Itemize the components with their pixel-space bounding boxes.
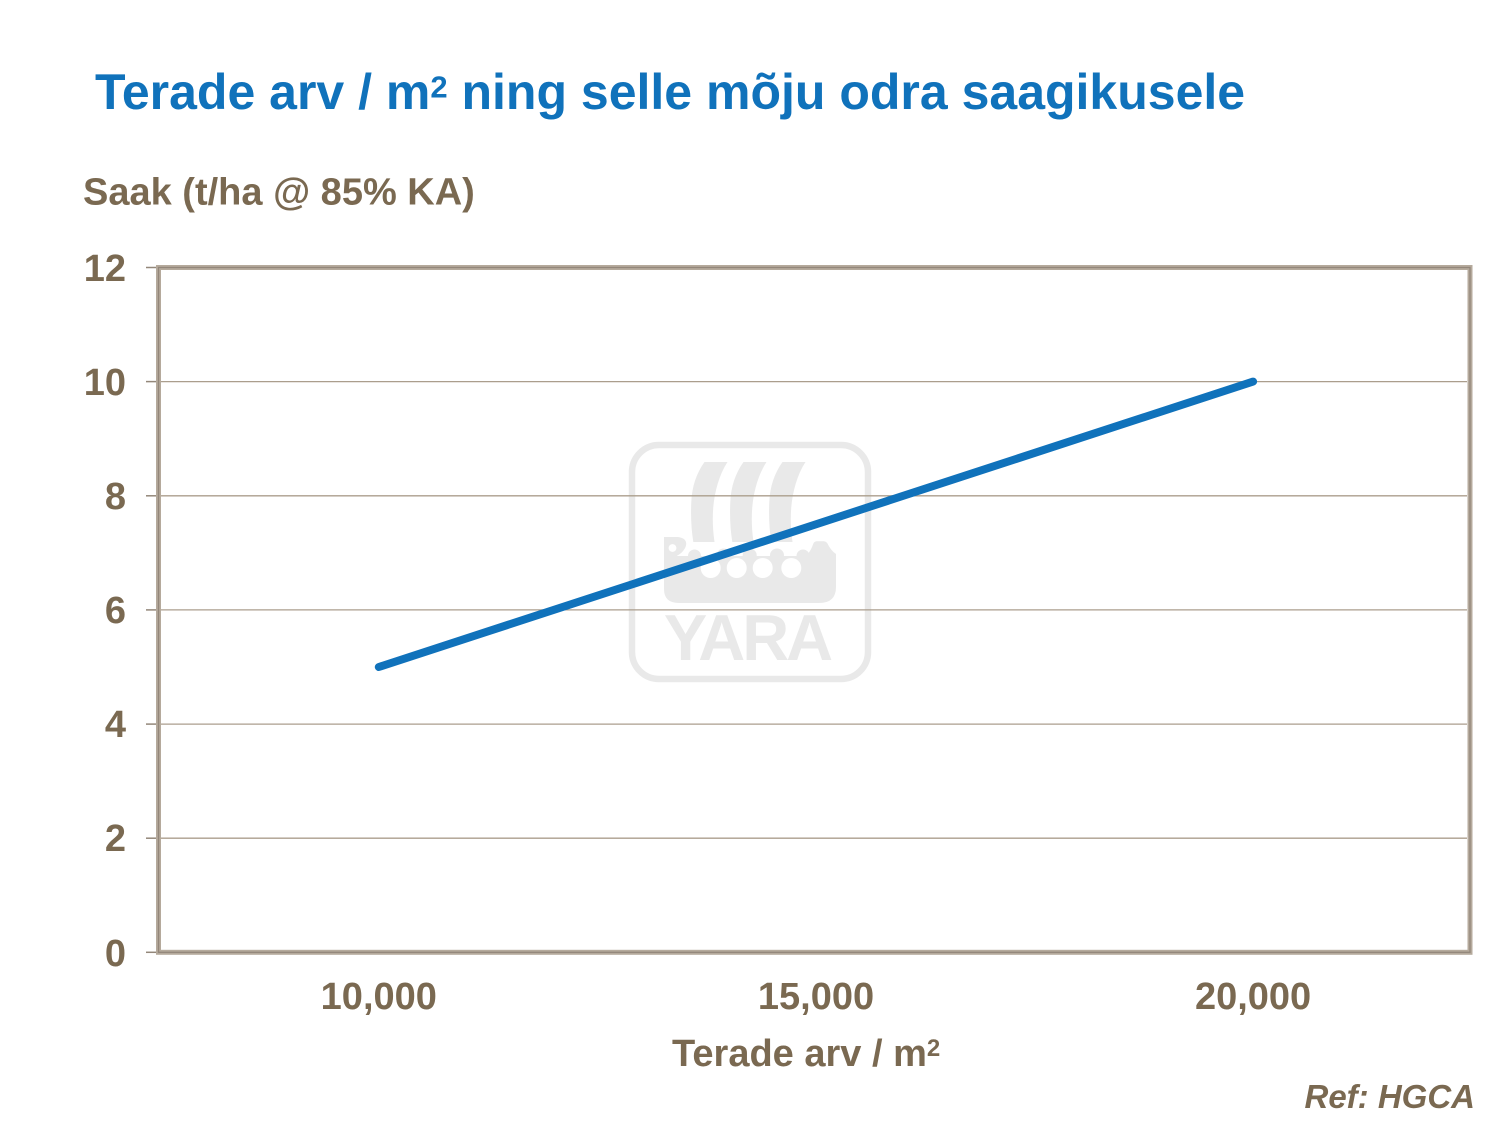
svg-text:20,000: 20,000 <box>1195 976 1311 1018</box>
svg-text:0: 0 <box>105 933 126 975</box>
svg-text:8: 8 <box>105 476 126 518</box>
svg-text:Saak (t/ha @ 85% KA): Saak (t/ha @ 85% KA) <box>83 172 475 214</box>
svg-text:10: 10 <box>84 362 126 404</box>
svg-text:6: 6 <box>105 590 126 632</box>
svg-text:Terade arv / m2 ning selle mõj: Terade arv / m2 ning selle mõju odra saa… <box>95 64 1245 120</box>
svg-text:Ref: HGCA: Ref: HGCA <box>1305 1078 1476 1115</box>
svg-text:15,000: 15,000 <box>758 976 874 1018</box>
svg-text:Terade arv / m2: Terade arv / m2 <box>672 1033 940 1075</box>
svg-text:12: 12 <box>84 248 126 290</box>
svg-text:10,000: 10,000 <box>321 976 437 1018</box>
svg-text:4: 4 <box>105 704 126 746</box>
svg-text:YARA: YARA <box>664 601 832 674</box>
svg-text:2: 2 <box>105 818 126 860</box>
